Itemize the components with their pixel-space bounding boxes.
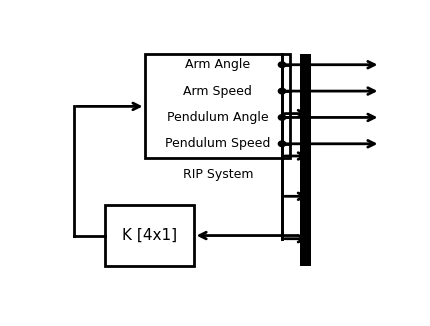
Bar — [105, 205, 194, 266]
Text: Arm Angle: Arm Angle — [185, 58, 250, 71]
Text: RIP System: RIP System — [183, 169, 253, 181]
Circle shape — [278, 115, 286, 120]
Text: Pendulum Speed: Pendulum Speed — [165, 137, 270, 150]
Text: Arm Speed: Arm Speed — [184, 84, 252, 97]
Circle shape — [278, 141, 286, 147]
Circle shape — [278, 88, 286, 94]
Bar — [300, 54, 311, 266]
Text: Pendulum Angle: Pendulum Angle — [167, 111, 269, 124]
Text: K [4x1]: K [4x1] — [122, 228, 177, 243]
Bar — [145, 54, 290, 158]
Circle shape — [278, 62, 286, 67]
